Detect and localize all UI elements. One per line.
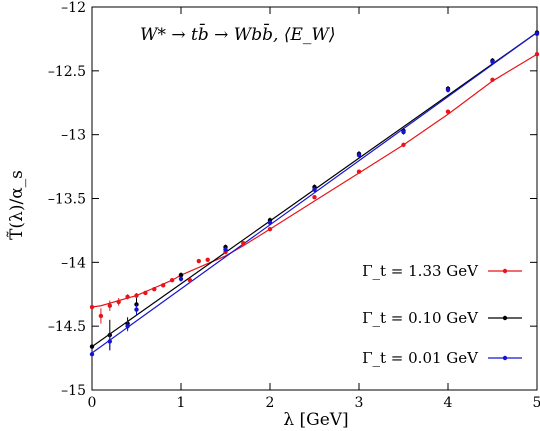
data-point [134,302,139,307]
x-axis-label: λ [GeV] [283,410,348,430]
data-point [205,257,210,262]
series-curves [91,32,538,354]
data-point [401,142,406,148]
data-point [178,272,184,278]
x-tick-label: 4 [444,395,453,411]
y-tick-label: –14.5 [48,319,86,335]
data-point [178,276,184,282]
data-point [356,152,362,158]
x-tick-label: 3 [355,395,364,411]
data-point [356,169,362,174]
data-point [534,52,540,57]
data-point [125,294,130,300]
data-point [152,286,157,292]
data-point [401,129,406,135]
data-point [89,344,95,349]
data-point [490,59,495,65]
data-point [107,303,113,308]
data-point [89,304,95,310]
data-point [116,299,121,305]
x-tick-label: 1 [177,395,186,411]
legend-label: Γ_t = 1.33 GeV [362,262,479,280]
y-tick-label: –12 [61,0,86,16]
data-point [267,220,273,225]
data-point [267,226,273,232]
y-tick-label: –12.5 [48,64,86,80]
x-tick-label: 5 [533,395,540,411]
y-axis-label: T̃(λ)/α_s [7,170,27,240]
series-points [89,29,540,357]
series-line-0 [91,53,538,308]
legend-marker [502,355,508,361]
data-point [534,31,540,37]
data-point [98,313,104,319]
data-point [490,77,495,82]
legend: Γ_t = 1.33 GeV Γ_t = 0.10 GeV Γ_t = 0.01 G… [362,262,522,367]
data-point [312,195,317,200]
data-point [445,87,451,93]
data-point [125,323,130,329]
legend-label: Γ_t = 0.10 GeV [362,309,479,327]
legend-marker [502,315,508,321]
data-point [143,290,148,296]
data-point [89,352,95,357]
data-point [223,247,228,252]
x-tick-label: 0 [88,395,97,411]
y-tick-label: –13.5 [48,192,86,208]
y-tick-label: –13 [61,128,86,144]
data-point [161,283,166,288]
legend-label: Γ_t = 0.01 GeV [362,349,479,367]
data-point [134,307,139,312]
data-point [169,278,175,283]
data-point [196,258,201,264]
chart-title: W* → tb̄ → Wbb̄, ⟨E_W⟩ [140,22,335,45]
axis-ticks: 0 1 2 3 4 5 –15 –14.5 –14 –13.5 –13 –12.5 –12 [48,0,540,411]
x-tick-label: 2 [266,395,275,411]
data-point [445,109,451,114]
y-tick-label: –15 [61,383,86,399]
legend-marker [502,268,508,274]
data-point [107,339,113,344]
data-point [134,293,139,298]
data-point [312,187,317,192]
data-point [241,240,246,246]
y-tick-label: –14 [61,255,86,271]
data-point [187,278,193,283]
series-line-2 [91,32,538,354]
